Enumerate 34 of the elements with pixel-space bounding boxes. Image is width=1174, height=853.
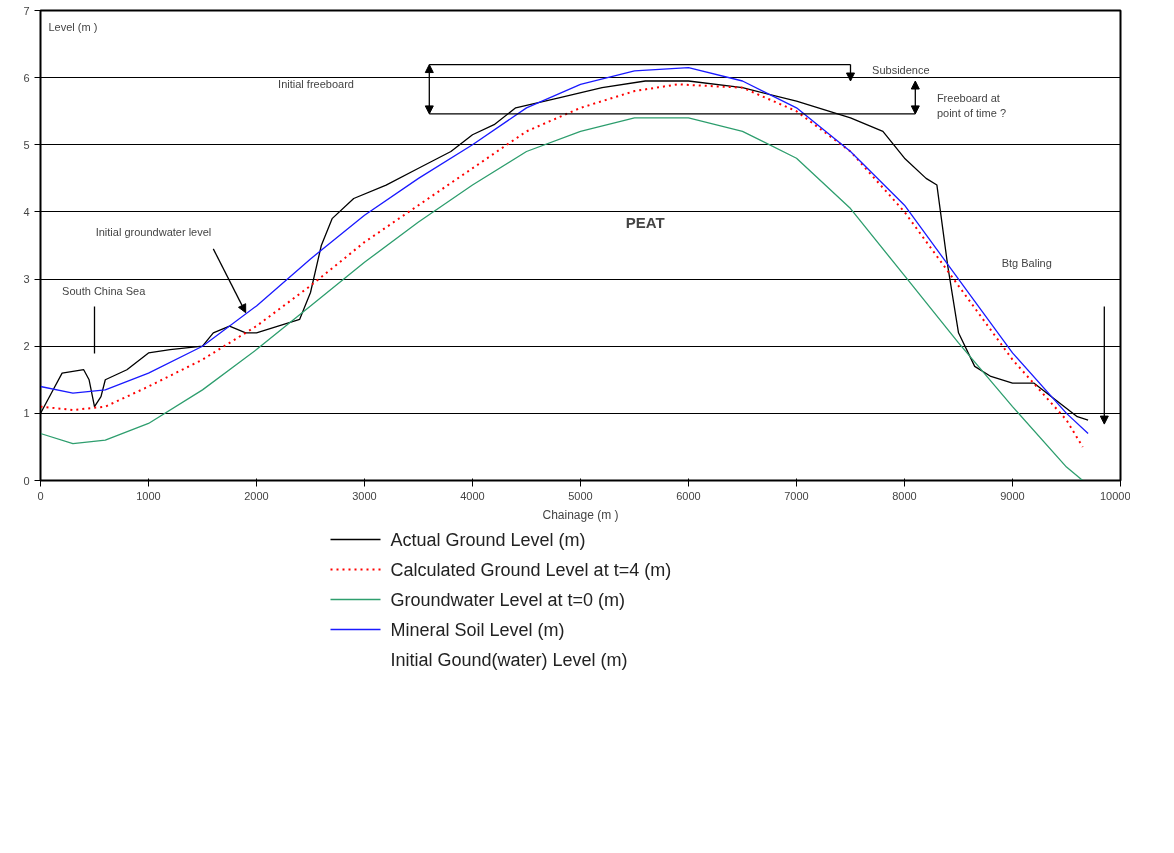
- annotation: Initial freeboard: [278, 78, 354, 91]
- x-tick-label: 9000: [1000, 489, 1025, 502]
- y-tick-label: 6: [23, 71, 30, 84]
- y-axis-title: Level (m ): [48, 20, 98, 33]
- y-tick-label: 7: [23, 4, 30, 17]
- legend-label: Actual Ground Level (m): [390, 529, 586, 550]
- x-tick-label: 6000: [676, 489, 701, 502]
- annotation: Subsidence: [872, 64, 930, 77]
- x-tick-label: 3000: [352, 489, 377, 502]
- line-series: [40, 117, 1084, 481]
- text: Initial Gound(water) Level (m): [390, 649, 628, 670]
- y-tick-label: 1: [23, 407, 30, 420]
- y-tick-label: 4: [23, 205, 30, 218]
- annotation: Initial groundwater level: [95, 225, 212, 238]
- y-tick-label: 5: [23, 138, 30, 151]
- x-tick-label: 5000: [568, 489, 593, 502]
- x-tick-label: 0: [37, 489, 44, 502]
- y-tick-label: 0: [23, 474, 30, 487]
- annotation: PEAT: [625, 214, 665, 232]
- x-tick-label: 4000: [460, 489, 485, 502]
- y-tick-label: 2: [23, 340, 30, 353]
- legend-label: Groundwater Level at t=0 (m): [390, 589, 626, 610]
- annotation: Freeboard at point of time ?: [936, 92, 1006, 119]
- annotation: Btg Baling: [1001, 257, 1052, 269]
- x-tick-label: 7000: [784, 489, 809, 502]
- legend-label: Mineral Soil Level (m): [390, 619, 565, 640]
- x-axis-title: Chainage (m ): [542, 507, 619, 522]
- y-tick-label: 3: [23, 273, 30, 286]
- x-tick-label: 8000: [892, 489, 917, 502]
- x-tick-label: 10000: [1099, 489, 1131, 502]
- x-tick-label: 1000: [136, 489, 161, 502]
- x-tick-label: 2000: [244, 489, 269, 502]
- legend-label: Calculated Ground Level at t=4 (m): [390, 559, 672, 580]
- annotation: South China Sea: [62, 285, 147, 298]
